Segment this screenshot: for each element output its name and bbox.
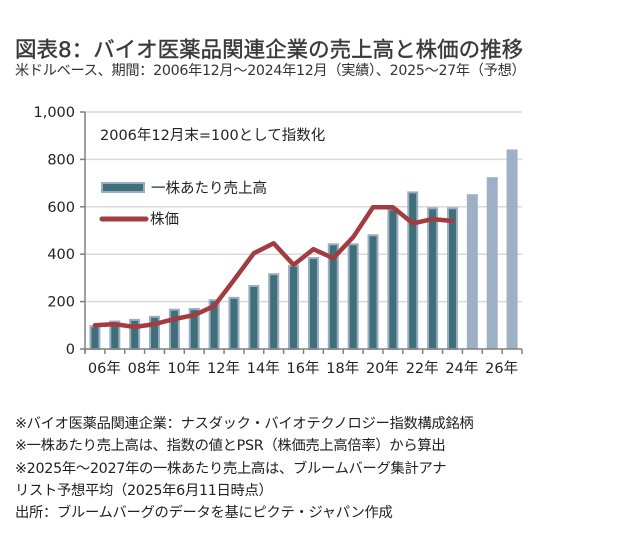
x-axis bbox=[84, 348, 523, 354]
x-tick-label: 10年 bbox=[167, 360, 200, 377]
footnote-4: リスト予想平均（2025年6月11日時点） bbox=[15, 482, 273, 499]
x-tick-label: 08年 bbox=[128, 360, 161, 377]
y-tick-label: 400 bbox=[47, 247, 75, 263]
bar-forecast bbox=[506, 149, 518, 349]
y-tick-label: 600 bbox=[47, 200, 75, 216]
legend-line-label: 株価 bbox=[150, 211, 179, 228]
footnote-source: 出所：ブルームバーグのデータを基にピクテ・ジャパン作成 bbox=[15, 505, 393, 522]
bar-actual bbox=[89, 325, 101, 350]
bar-actual bbox=[268, 273, 280, 350]
legend: 一株あたり売上高 株価 bbox=[99, 180, 267, 228]
bar-actual bbox=[248, 285, 260, 351]
x-tick-label: 14年 bbox=[247, 360, 280, 377]
chart-subtitle: 米ドルベース、期間：2006年12月～2024年12月（実績）、2025～27年… bbox=[15, 63, 526, 79]
y-tick-label: 1,000 bbox=[33, 105, 75, 121]
bar-actual bbox=[288, 264, 300, 350]
y-tick-label: 200 bbox=[47, 295, 75, 311]
bar-actual bbox=[367, 234, 379, 351]
bar-forecast bbox=[466, 194, 478, 349]
bar-forecast bbox=[486, 177, 498, 349]
bar-actual bbox=[307, 257, 319, 351]
bar-actual bbox=[228, 296, 240, 350]
legend-bar-swatch bbox=[101, 182, 145, 193]
bar-actual bbox=[168, 308, 180, 350]
x-tick-label: 22年 bbox=[406, 360, 439, 377]
y-tick-label: 0 bbox=[66, 342, 75, 358]
x-tick-label: 06年 bbox=[88, 360, 121, 377]
bar-actual bbox=[347, 243, 359, 351]
bar-actual bbox=[446, 207, 458, 350]
footnotes: ※バイオ医薬品関連企業：ナスダック・バイオテクノロジー指数構成銘柄 ※一株あたり… bbox=[15, 413, 474, 524]
x-tick-label: 20年 bbox=[366, 360, 399, 377]
x-tick-label: 12年 bbox=[207, 360, 240, 377]
price-line-group bbox=[92, 205, 455, 330]
bar-actual bbox=[427, 207, 439, 350]
x-tick-label: 24年 bbox=[445, 360, 478, 377]
x-tick-label: 18年 bbox=[326, 360, 359, 377]
legend-bar-label: 一株あたり売上高 bbox=[151, 180, 267, 197]
bars bbox=[89, 149, 518, 351]
bar-actual bbox=[387, 208, 399, 350]
bar-actual bbox=[407, 191, 419, 350]
footnote-1: ※バイオ医薬品関連企業：ナスダック・バイオテクノロジー指数構成銘柄 bbox=[15, 416, 474, 432]
y-tick-label: 800 bbox=[47, 152, 75, 168]
x-axis-labels: 06年 08年 10年 12年 14年 16年 18年 20年 22年 24年 26年 bbox=[88, 360, 518, 377]
footnote-3: ※2025年～2027年の一株あたり売上高は、ブルームバーグ集計アナ bbox=[15, 460, 447, 477]
chart-annotation: 2006年12月末=100として指数化 bbox=[100, 127, 325, 144]
footnote-2: ※一株あたり売上高は、指数の値とPSR（株価売上高倍率）から算出 bbox=[15, 438, 446, 455]
x-tick-label: 26年 bbox=[485, 360, 518, 377]
chart-title: 図表8：バイオ医薬品関連企業の売上高と株価の推移 bbox=[15, 38, 524, 63]
x-tick-label: 16年 bbox=[287, 360, 320, 377]
y-axis-ticks: 0 200 400 600 800 1,000 bbox=[33, 105, 86, 358]
